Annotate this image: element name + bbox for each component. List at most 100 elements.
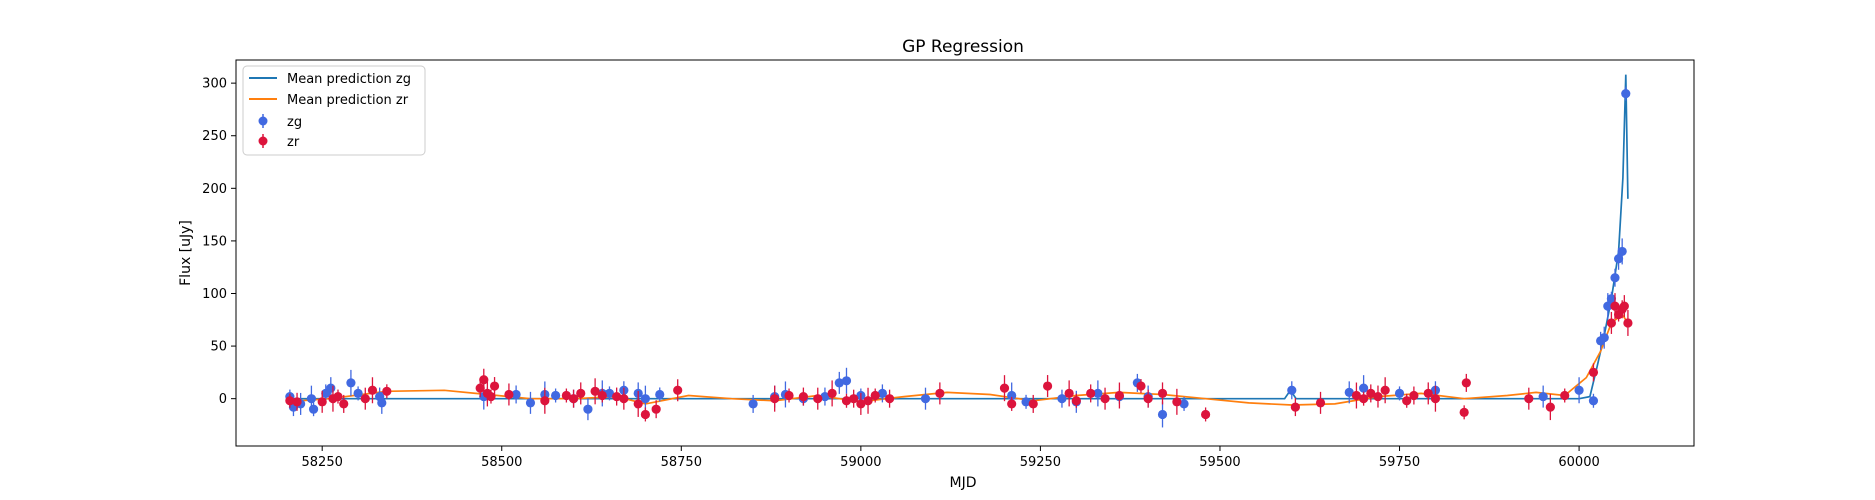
point-zr xyxy=(339,399,349,409)
point-zr xyxy=(640,409,650,420)
point-zr xyxy=(1157,388,1168,399)
point-zr xyxy=(1201,409,1211,420)
point-zg xyxy=(1588,396,1599,406)
point-zr xyxy=(1366,388,1376,399)
point-zg xyxy=(308,404,319,414)
point-zr xyxy=(1028,399,1038,409)
y-tick-label: 0 xyxy=(219,392,227,407)
point-zr xyxy=(813,394,823,404)
x-tick-label: 59500 xyxy=(1199,455,1240,470)
series-line-zg xyxy=(286,74,1629,400)
point-zr xyxy=(1071,396,1081,406)
point-zr xyxy=(486,391,496,402)
point-zg xyxy=(551,390,561,401)
y-tick-label: 150 xyxy=(202,234,227,249)
point-zg xyxy=(377,398,387,408)
point-zr xyxy=(367,385,378,395)
point-zg xyxy=(1599,333,1609,343)
point-zr xyxy=(1064,388,1074,399)
point-zg xyxy=(1179,399,1189,409)
x-tick-label: 58500 xyxy=(481,455,522,470)
point-zr xyxy=(673,385,683,395)
point-zr xyxy=(612,391,622,402)
point-zr xyxy=(863,396,873,406)
point-zr xyxy=(1007,399,1017,409)
plot-area: 58250 58500 58750 59000 59250 59500 59750 60000… xyxy=(202,74,1633,470)
point-zr xyxy=(1172,397,1182,407)
point-zg xyxy=(1621,89,1631,99)
y-tick-label: 100 xyxy=(202,287,227,302)
point-zr xyxy=(1545,402,1555,412)
y-tick-label: 50 xyxy=(210,340,227,355)
point-zr xyxy=(1409,390,1419,401)
x-axis-label: MJD xyxy=(950,475,977,491)
point-zg xyxy=(326,383,336,393)
y-tick-label: 200 xyxy=(202,182,227,197)
point-zr xyxy=(504,389,514,400)
point-zr xyxy=(382,386,392,396)
point-zr xyxy=(1423,388,1433,399)
point-zr xyxy=(360,394,370,404)
point-zr xyxy=(1136,381,1146,391)
point-zr xyxy=(1619,301,1629,311)
point-zg xyxy=(640,394,650,404)
y-tick-label: 250 xyxy=(202,129,227,144)
point-zr xyxy=(597,390,607,401)
point-zr xyxy=(1459,407,1469,417)
legend-box xyxy=(242,65,426,156)
point-zr xyxy=(333,391,343,402)
point-zg xyxy=(1394,388,1405,399)
point-zr xyxy=(489,381,500,391)
point-zg xyxy=(1344,387,1354,397)
point-zg xyxy=(820,391,830,402)
point-zr xyxy=(561,390,571,401)
y-tick-label: 300 xyxy=(202,77,227,92)
y-axis-label: Flux [uJy] xyxy=(178,220,194,286)
point-zg xyxy=(1287,385,1297,395)
point-zr xyxy=(935,388,945,399)
x-tick-label: 58750 xyxy=(661,455,702,470)
point-zr xyxy=(1143,394,1153,404)
point-zg xyxy=(748,399,758,409)
point-zr xyxy=(1402,396,1412,406)
point-zr xyxy=(841,396,852,406)
point-zr xyxy=(1359,394,1369,404)
point-zr xyxy=(619,394,629,404)
point-zg xyxy=(877,388,888,399)
point-zg xyxy=(583,404,593,414)
point-zr xyxy=(1351,390,1362,401)
x-tick-label: 59250 xyxy=(1020,455,1061,470)
point-zr xyxy=(1430,394,1441,404)
legend-label-zr-points: zr xyxy=(287,135,300,150)
point-zg xyxy=(1057,394,1067,404)
point-zr xyxy=(633,399,643,409)
legend: Mean prediction zg Mean prediction zr zg… xyxy=(242,65,426,156)
point-zr xyxy=(784,390,794,401)
point-zg xyxy=(1359,383,1369,393)
point-zr xyxy=(884,394,895,404)
point-zg xyxy=(1574,385,1584,395)
point-zr xyxy=(292,397,302,407)
legend-label-zg-points: zg xyxy=(287,115,302,130)
point-zg xyxy=(511,389,521,400)
point-zg xyxy=(834,378,844,388)
point-zr xyxy=(1315,398,1326,408)
point-zr xyxy=(1380,385,1390,395)
point-zr xyxy=(1373,391,1383,402)
point-zr xyxy=(651,404,661,414)
point-zg xyxy=(353,388,363,399)
point-zg xyxy=(1606,294,1617,304)
point-zr xyxy=(1610,301,1620,311)
x-tick-label: 60000 xyxy=(1558,455,1599,470)
point-zr xyxy=(317,397,327,407)
point-zg xyxy=(1021,397,1031,407)
legend-marker-zg xyxy=(258,116,268,126)
point-zg xyxy=(841,376,852,386)
point-zr xyxy=(1042,381,1053,391)
point-zr xyxy=(479,375,489,385)
point-zr xyxy=(827,388,837,399)
point-zr xyxy=(798,391,808,402)
point-zr xyxy=(1100,394,1110,404)
point-zg xyxy=(346,378,356,388)
